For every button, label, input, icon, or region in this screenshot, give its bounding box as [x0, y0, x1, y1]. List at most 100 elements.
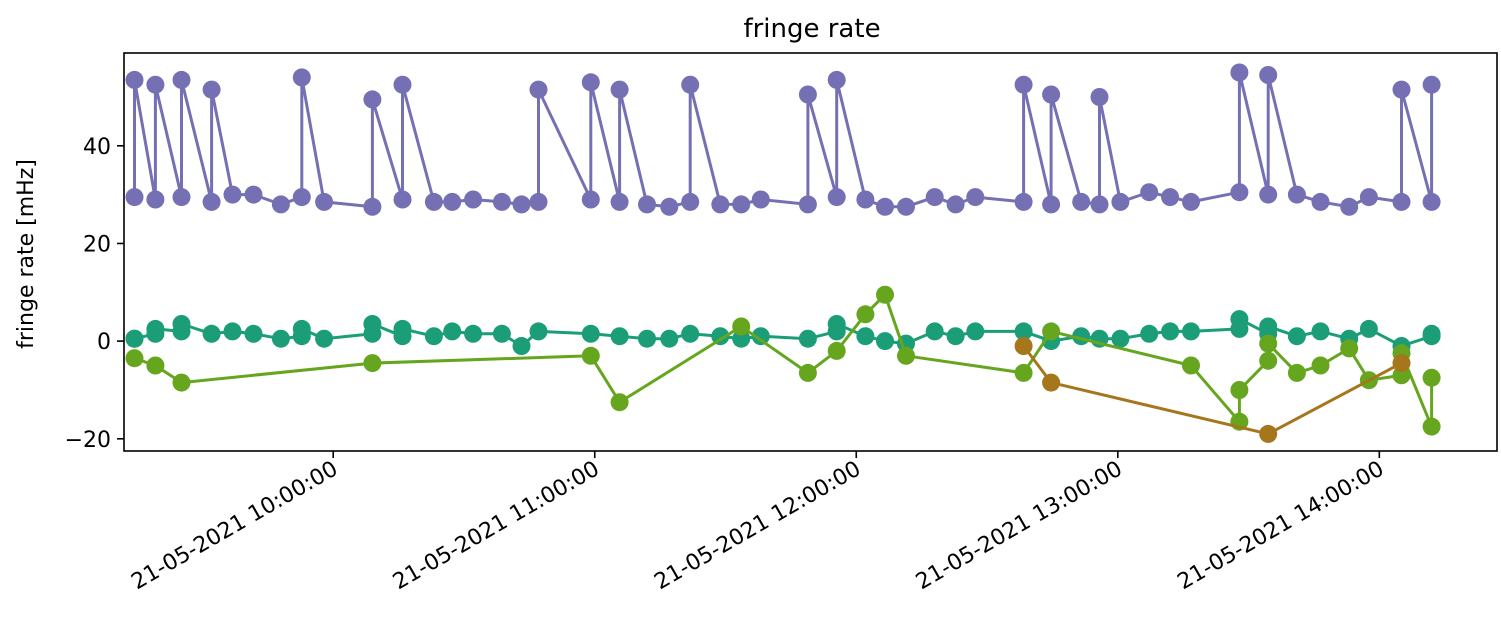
series-1-point — [946, 327, 965, 346]
series-2-point — [1287, 363, 1306, 382]
series-1-point — [512, 337, 531, 355]
series-1-point — [1182, 322, 1200, 341]
series-0-point — [798, 85, 817, 104]
y-tick-label: 20 — [83, 232, 111, 257]
series-2-point — [1340, 339, 1359, 358]
series-1-point — [925, 322, 944, 341]
series-2-point — [1259, 351, 1278, 370]
series-1-point — [443, 322, 462, 341]
series-1-point — [876, 332, 894, 351]
series-3 — [1014, 337, 1411, 443]
series-2-point — [732, 317, 751, 336]
series-1-point — [125, 329, 144, 348]
series-0-point — [1140, 183, 1159, 202]
series-2-point — [1014, 363, 1033, 382]
series-1-point — [244, 324, 263, 343]
series-0-point — [393, 75, 412, 94]
plot-frame — [123, 52, 1498, 452]
series-2-point — [827, 341, 846, 360]
chart-title: fringe rate — [743, 14, 880, 44]
series-1 — [125, 310, 1441, 355]
series-0 — [125, 63, 1441, 216]
series-2-point — [897, 346, 915, 365]
series-2-point — [1422, 417, 1441, 436]
series-0-point — [146, 75, 165, 94]
series-0-point — [492, 192, 511, 211]
series-0-point — [223, 185, 242, 204]
series-1-point — [660, 329, 679, 348]
series-3-point — [1014, 337, 1033, 355]
series-2-point — [798, 363, 817, 382]
series-1-point — [146, 319, 165, 338]
series-0-point — [1230, 63, 1249, 82]
series-0-point — [751, 190, 770, 209]
series-2-point — [876, 285, 894, 304]
series-1-point — [1161, 322, 1180, 341]
series-0-point — [202, 80, 221, 99]
series-0-point — [1422, 75, 1441, 94]
series-1-point — [1259, 317, 1278, 336]
series-1-point — [424, 327, 443, 346]
series-0-point — [363, 90, 382, 109]
series-0-point — [1287, 185, 1306, 204]
series-1-point — [492, 324, 511, 343]
y-tick-label: 40 — [83, 135, 111, 160]
series-0-point — [1311, 192, 1330, 211]
series-2 — [125, 285, 1441, 436]
series-1-point — [1311, 322, 1330, 341]
series-0-point — [925, 188, 944, 207]
y-tick-label: 0 — [97, 330, 111, 355]
x-tick-label: 21-05-2021 12:00:00 — [650, 457, 865, 595]
series-0-point — [464, 190, 483, 209]
series-0-point — [363, 197, 382, 216]
series-0-point — [1259, 66, 1278, 84]
series-0-point — [1014, 192, 1033, 211]
series-1-point — [1014, 322, 1033, 341]
series-1-point — [798, 329, 817, 348]
series-0-point — [424, 192, 443, 211]
x-tick-label: 21-05-2021 11:00:00 — [389, 457, 604, 595]
series-0-point — [876, 197, 894, 216]
series-0-point — [443, 192, 462, 211]
series-0-point — [512, 195, 531, 214]
series-0-point — [1259, 185, 1278, 204]
series-2-point — [610, 393, 629, 412]
series-0-point — [946, 195, 965, 214]
series-0-point — [1090, 88, 1109, 106]
x-tick-label: 21-05-2021 10:00:00 — [127, 457, 342, 595]
series-3-line — [1022, 345, 1403, 436]
series-0-point — [125, 70, 144, 89]
series-0-point — [1182, 192, 1200, 211]
series-1-point — [292, 319, 311, 338]
series-0-point — [244, 185, 263, 204]
series-0-point — [1392, 80, 1411, 99]
series-0-point — [638, 195, 656, 214]
series-0-point — [393, 190, 412, 209]
series-3-point — [1042, 373, 1061, 392]
series-0-point — [271, 195, 290, 214]
series-1-point — [1230, 310, 1249, 329]
series-0-point — [1340, 197, 1359, 216]
series-1-point — [223, 322, 242, 341]
series-0-point — [732, 195, 751, 214]
series-1-point — [172, 315, 191, 333]
series-0-point — [1359, 188, 1378, 207]
series-1-point — [1359, 319, 1378, 338]
series-1-point — [751, 327, 770, 346]
series-1-point — [464, 324, 483, 343]
series-0-point — [581, 190, 600, 209]
series-0-point — [529, 192, 548, 211]
series-0-point — [1042, 195, 1061, 214]
series-0-point — [202, 192, 221, 211]
series-3-point — [1259, 424, 1278, 443]
series-layer — [125, 63, 1441, 443]
series-0-point — [856, 190, 875, 209]
series-2-point — [1230, 381, 1249, 399]
series-0-point — [1161, 188, 1180, 207]
series-0-point — [827, 70, 846, 89]
series-0-point — [1392, 192, 1411, 211]
series-0-point — [681, 192, 700, 211]
series-0-point — [660, 197, 679, 216]
series-0-point — [581, 73, 600, 92]
